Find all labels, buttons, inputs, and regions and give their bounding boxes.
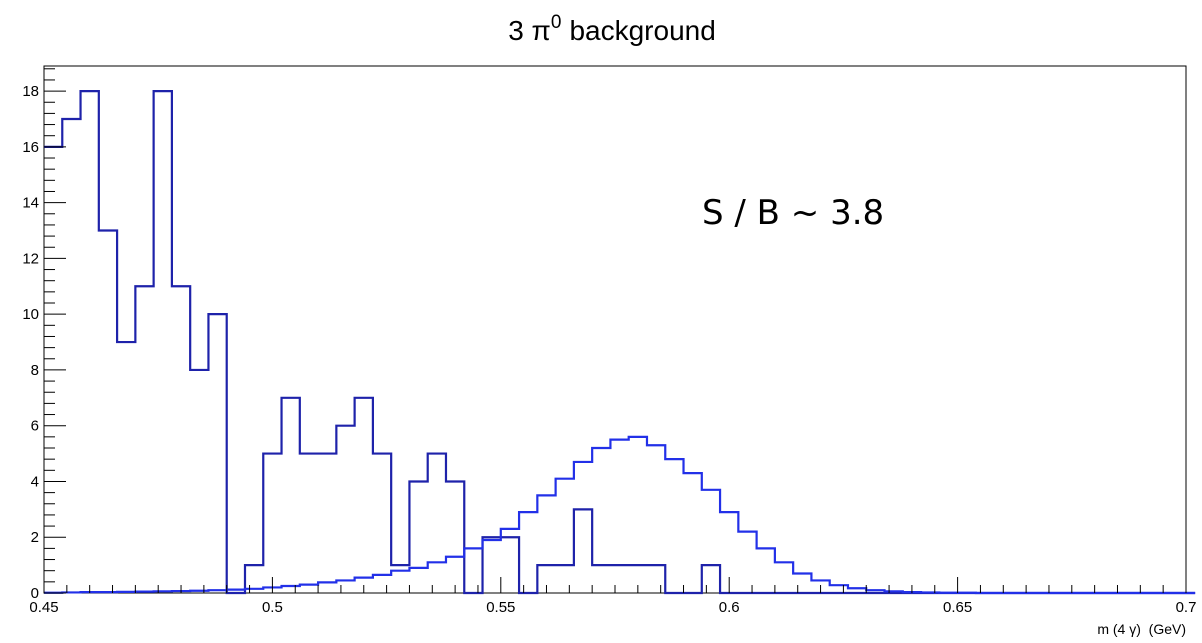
x-tick-label: 0.5 (262, 599, 283, 616)
x-tick-label: 0.65 (943, 599, 972, 616)
y-tick-label: 0 (31, 585, 39, 602)
y-tick-label: 6 (31, 418, 39, 435)
chart-title: 3 π0 background (508, 12, 716, 46)
y-tick-label: 16 (22, 139, 39, 156)
chart-title-sup: 0 (551, 12, 562, 33)
chart-title-prefix: 3 π (508, 15, 551, 46)
y-tick-label: 14 (22, 195, 39, 212)
y-tick-label: 10 (22, 306, 39, 323)
x-axis-label: m (4 γ) (GeV) (1097, 621, 1186, 637)
histogram-series-1 (44, 90, 1196, 595)
y-tick-label: 18 (22, 83, 39, 100)
histogram-series-2 (44, 435, 1196, 595)
x-tick-label: 0.45 (29, 599, 58, 616)
x-tick-label: 0.55 (486, 599, 515, 616)
plot-frame (43, 65, 1187, 594)
y-tick-label: 8 (31, 362, 39, 379)
chart-annotation: S / B ~ 3.8 (702, 193, 884, 233)
y-tick-label: 12 (22, 250, 39, 267)
x-tick-label: 0.6 (719, 599, 740, 616)
y-tick-label: 2 (31, 529, 39, 546)
axis-layer: 0 2 4 6 8 10 12 14 16 18 0.45 0.5 0.55 0.6 0.65 0.7 (22, 68, 1197, 616)
y-tick-label: 4 (31, 473, 39, 490)
histogram-layer (44, 90, 1196, 595)
x-tick-label: 0.7 (1176, 599, 1197, 616)
chart-title-suffix: background (569, 15, 715, 46)
